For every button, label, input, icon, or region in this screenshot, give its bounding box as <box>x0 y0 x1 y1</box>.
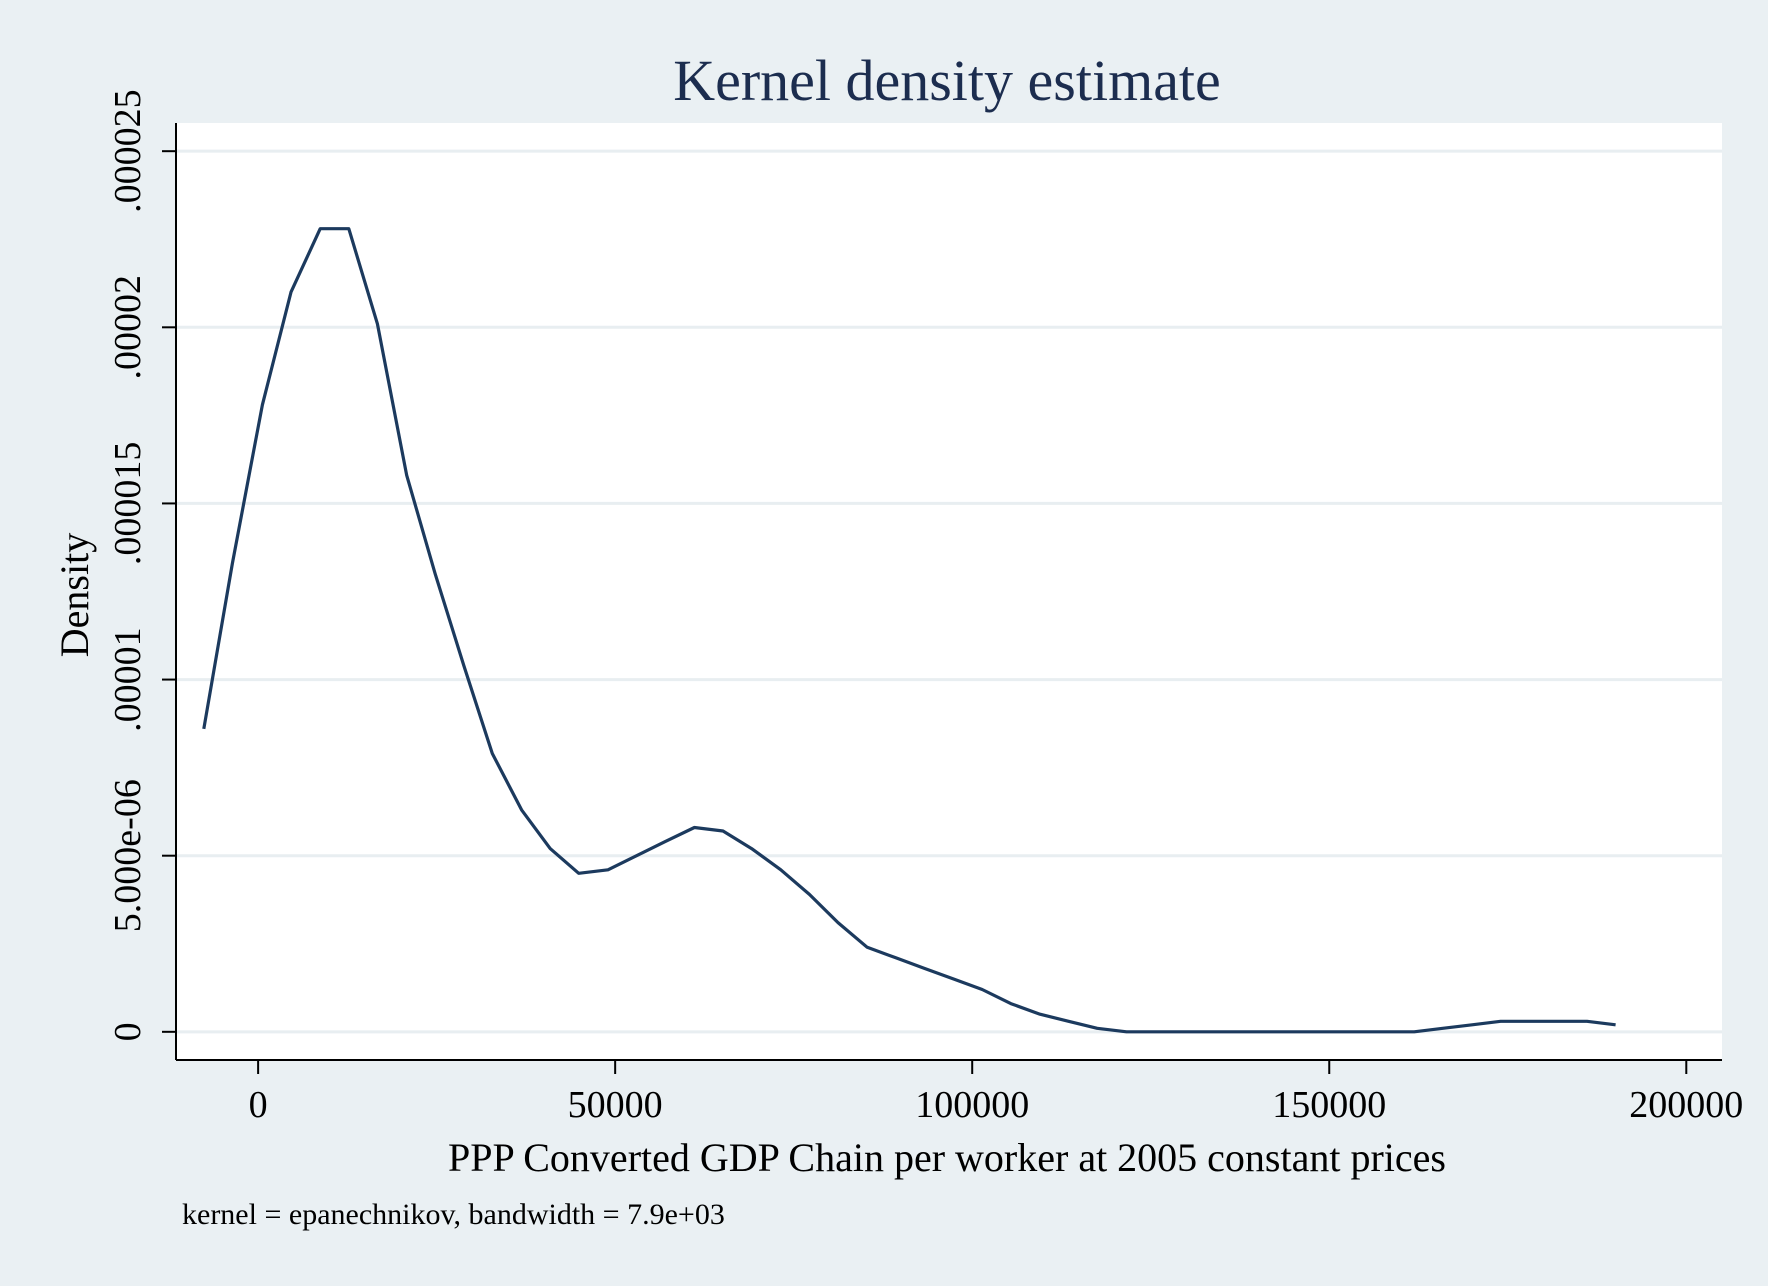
series-layer <box>202 227 1616 1034</box>
x-tick-label: 100000 <box>915 1084 1029 1126</box>
x-tick-label: 0 <box>249 1084 268 1126</box>
y-tick-label: .00001 <box>107 627 149 732</box>
x-tick-label: 150000 <box>1272 1084 1386 1126</box>
x-tick-label: 200000 <box>1629 1084 1743 1126</box>
density-line <box>202 227 1616 1034</box>
x-axis-title: PPP Converted GDP Chain per worker at 20… <box>448 1135 1446 1180</box>
y-tick-label: 0 <box>107 1022 149 1041</box>
chart-title: Kernel density estimate <box>673 48 1221 113</box>
y-tick-label: .000025 <box>107 89 149 213</box>
y-tick-label: .000015 <box>107 442 149 566</box>
x-tick-label: 50000 <box>568 1084 663 1126</box>
y-tick-label: .00002 <box>107 275 149 380</box>
grid-lines <box>176 149 1722 1034</box>
y-tick-label: 5.000e-06 <box>107 779 149 932</box>
kernel-note: kernel = epanechnikov, bandwidth = 7.9e+… <box>182 1198 725 1231</box>
axes: 0 50000 100000 150000 200000 0 5.000e-06 .00001… <box>107 89 1743 1126</box>
y-axis-title: Density <box>52 533 97 657</box>
plot-area <box>176 123 1722 1060</box>
